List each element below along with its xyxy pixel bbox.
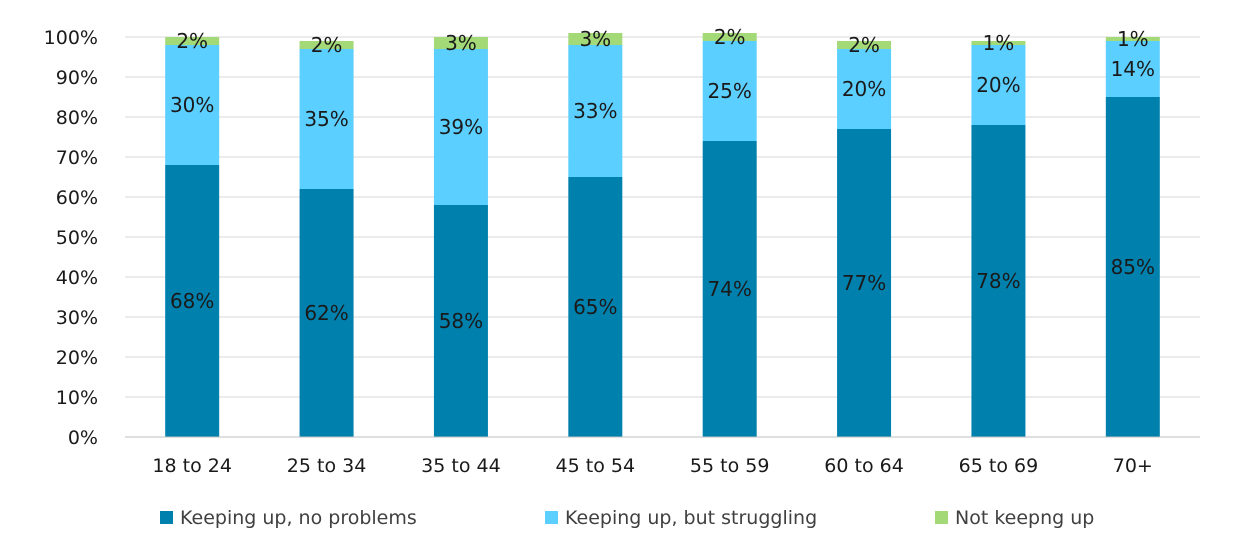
legend-swatch: [160, 511, 173, 524]
data-label: 2%: [311, 33, 343, 57]
bar-segment: [971, 45, 1026, 125]
bar-segment: [971, 41, 1026, 45]
legend-label: Keeping up, no problems: [180, 507, 417, 529]
y-tick-label: 50%: [56, 227, 98, 249]
bar-segment: [837, 49, 892, 129]
data-label: 39%: [439, 115, 483, 139]
bar-segment: [702, 33, 757, 41]
bar-segment: [1105, 41, 1160, 97]
y-tick-label: 0%: [68, 427, 98, 449]
data-label: 30%: [170, 93, 214, 117]
y-tick-label: 70%: [56, 147, 98, 169]
bar-segment: [702, 41, 757, 141]
data-label: 1%: [1117, 27, 1149, 51]
x-tick-label: 35 to 44: [421, 455, 501, 477]
bar-segment: [568, 177, 623, 437]
bar-segment: [433, 49, 488, 205]
bar-segment: [837, 41, 892, 49]
data-label: 20%: [976, 73, 1020, 97]
data-label: 85%: [1111, 255, 1155, 279]
data-label: 3%: [445, 31, 477, 55]
y-tick-label: 100%: [44, 27, 98, 49]
bar-segment: [702, 141, 757, 437]
x-tick-label: 60 to 64: [824, 455, 904, 477]
y-tick-label: 60%: [56, 187, 98, 209]
data-label: 2%: [176, 29, 208, 53]
bar-segment: [165, 45, 220, 165]
data-label: 33%: [573, 99, 617, 123]
data-label: 2%: [714, 25, 746, 49]
data-label: 68%: [170, 289, 214, 313]
bar-segment: [299, 41, 354, 49]
legend-label: Keeping up, but struggling: [565, 507, 817, 529]
legend-swatch: [545, 511, 558, 524]
y-tick-label: 20%: [56, 347, 98, 369]
bar-segment: [299, 49, 354, 189]
data-label: 2%: [848, 33, 880, 57]
y-tick-label: 80%: [56, 107, 98, 129]
data-label: 62%: [304, 301, 348, 325]
bar-segment: [568, 33, 623, 45]
data-label: 78%: [976, 269, 1020, 293]
x-tick-label: 65 to 69: [959, 455, 1039, 477]
bar-segment: [837, 129, 892, 437]
bar-segment: [568, 45, 623, 177]
bar-segment: [165, 37, 220, 45]
y-tick-label: 30%: [56, 307, 98, 329]
y-tick-label: 10%: [56, 387, 98, 409]
data-label: 58%: [439, 309, 483, 333]
x-axis-ticks: 18 to 24 25 to 34 35 to 44 45 to 54 55 to 59…: [152, 455, 1152, 477]
data-label: 74%: [707, 277, 751, 301]
bar-segment: [299, 189, 354, 437]
data-label: 35%: [304, 107, 348, 131]
legend: Keeping up, no problems Keeping up, but s…: [160, 507, 1094, 529]
data-label: 20%: [842, 77, 886, 101]
x-tick-label: 45 to 54: [556, 455, 636, 477]
gridlines: [125, 36, 1200, 398]
x-tick-label: 70+: [1113, 455, 1153, 477]
y-axis-ticks: 0% 10% 20% 30% 40% 50% 60% 70% 80% 90% 100%: [44, 27, 98, 449]
data-label: 1%: [983, 31, 1015, 55]
data-labels: 68% 30% 2% 62% 35% 2% 58% 39% 3% 65% 33% 3% 74% 25% 2%…: [170, 25, 1155, 333]
data-label: 3%: [579, 27, 611, 51]
bar-segment: [165, 165, 220, 437]
y-tick-label: 90%: [56, 67, 98, 89]
x-tick-label: 18 to 24: [152, 455, 232, 477]
legend-label: Not keepng up: [955, 507, 1094, 529]
data-label: 25%: [707, 79, 751, 103]
data-label: 14%: [1111, 57, 1155, 81]
data-label: 77%: [842, 271, 886, 295]
legend-swatch: [935, 511, 948, 524]
y-tick-label: 40%: [56, 267, 98, 289]
bar-segment: [1105, 37, 1160, 41]
x-tick-label: 25 to 34: [287, 455, 367, 477]
bars: [165, 33, 1160, 437]
bar-segment: [1105, 97, 1160, 437]
bar-segment: [433, 37, 488, 49]
bar-segment: [433, 205, 488, 437]
data-label: 65%: [573, 295, 617, 319]
x-tick-label: 55 to 59: [690, 455, 770, 477]
bar-segment: [971, 125, 1026, 437]
